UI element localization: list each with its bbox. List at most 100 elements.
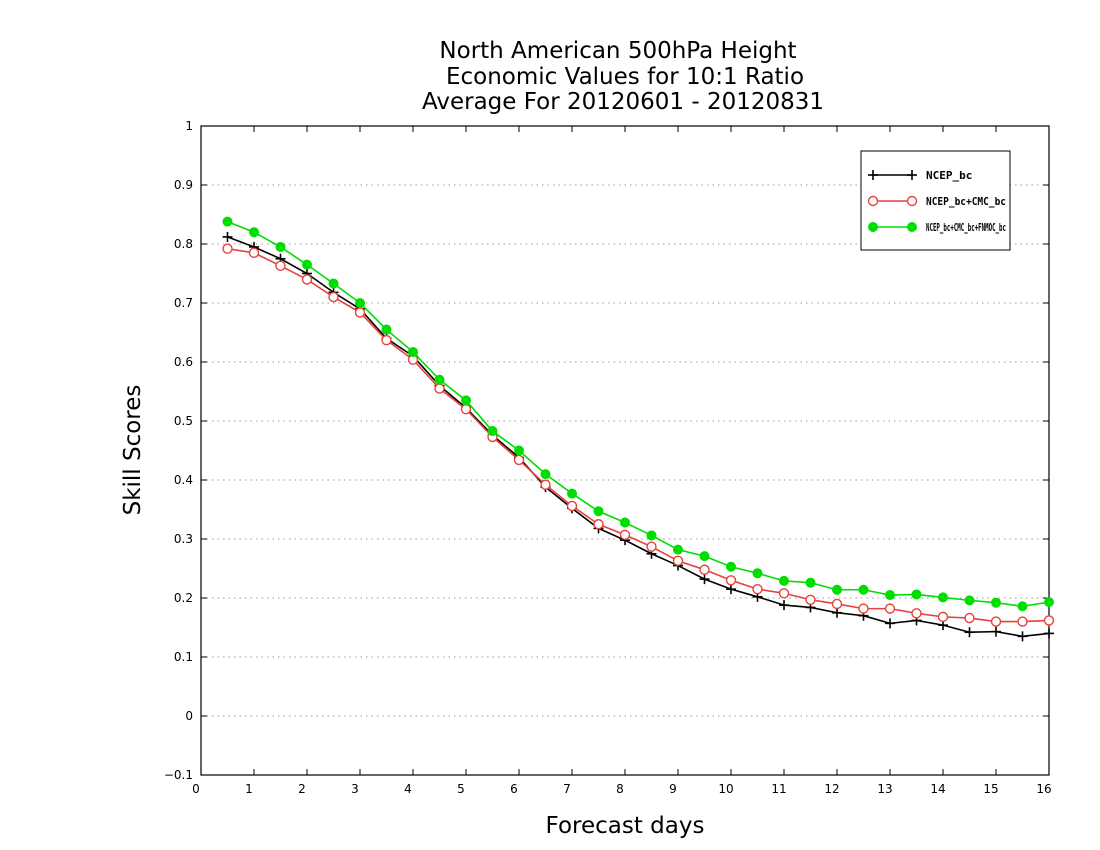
chart-title-line-1: North American 500hPa Height bbox=[439, 38, 796, 64]
data-point bbox=[381, 324, 392, 335]
y-tick-label: 0 bbox=[185, 709, 193, 723]
y-tick-label: −0.1 bbox=[164, 768, 193, 782]
data-point bbox=[567, 488, 577, 499]
data-point bbox=[408, 346, 418, 357]
data-point bbox=[540, 469, 551, 480]
data-point bbox=[752, 583, 763, 595]
data-point bbox=[964, 612, 975, 624]
data-point bbox=[646, 530, 657, 541]
data-point bbox=[460, 404, 472, 415]
legend-entry: NCEP_bc+CMC_bc+FNMOC_bc bbox=[868, 221, 1006, 234]
data-point bbox=[805, 577, 816, 588]
data-point bbox=[699, 564, 710, 575]
x-tick-label: 5 bbox=[457, 782, 465, 796]
x-tick-label: 12 bbox=[824, 782, 839, 796]
data-point bbox=[355, 298, 365, 308]
x-tick-label: 10 bbox=[718, 782, 733, 796]
x-tick-label: 7 bbox=[563, 782, 571, 796]
data-point bbox=[514, 445, 524, 456]
y-tick-label: 0.3 bbox=[174, 532, 193, 546]
data-point bbox=[222, 216, 233, 227]
data-point bbox=[434, 374, 445, 385]
data-point bbox=[1017, 601, 1028, 612]
data-point bbox=[328, 278, 339, 289]
data-point bbox=[911, 589, 922, 600]
data-point bbox=[779, 600, 789, 611]
y-tick-label: 0.5 bbox=[174, 414, 193, 428]
legend-entry: NCEP_bc+CMC_bc bbox=[867, 195, 1006, 208]
data-point bbox=[593, 519, 604, 530]
data-point bbox=[964, 627, 975, 638]
x-tick-label: 8 bbox=[616, 782, 624, 796]
legend-marker bbox=[868, 222, 878, 232]
data-point bbox=[1044, 597, 1054, 608]
data-point bbox=[831, 598, 843, 610]
series-line bbox=[227, 247, 1050, 623]
data-point bbox=[673, 544, 683, 555]
data-point bbox=[513, 454, 525, 466]
data-point bbox=[885, 618, 895, 629]
data-point bbox=[619, 529, 631, 541]
data-point bbox=[778, 588, 790, 599]
x-tick-label: 6 bbox=[510, 782, 518, 796]
legend-label: NCEP_bc+CMC_bc+FNMOC_bc bbox=[926, 221, 1006, 234]
y-tick-label: 0.8 bbox=[174, 237, 193, 251]
series-layer bbox=[222, 216, 1055, 642]
axis-ticks: −0.100.10.20.30.40.50.60.70.80.910 1 2 3 4 5 6… bbox=[164, 119, 1052, 796]
x-tick-label: 14 bbox=[930, 782, 945, 796]
legend-marker bbox=[868, 170, 878, 180]
data-point bbox=[1044, 628, 1054, 639]
data-point bbox=[699, 551, 710, 562]
data-point bbox=[487, 426, 498, 437]
data-point bbox=[832, 607, 842, 618]
y-tick-label: 0.6 bbox=[174, 355, 193, 369]
data-point bbox=[832, 584, 842, 595]
data-point bbox=[858, 603, 869, 614]
series-3 bbox=[222, 216, 1054, 612]
y-tick-label: 0.1 bbox=[174, 650, 193, 664]
legend-marker bbox=[907, 170, 917, 180]
data-point bbox=[302, 259, 312, 270]
data-point bbox=[249, 227, 259, 238]
data-point bbox=[275, 260, 286, 272]
series-line bbox=[227, 220, 1050, 608]
x-tick-label: 15 bbox=[983, 782, 998, 796]
y-tick-label: 0.7 bbox=[174, 296, 193, 310]
data-point bbox=[990, 616, 1002, 627]
y-axis-label: Skill Scores bbox=[120, 385, 146, 516]
data-point bbox=[991, 597, 1001, 608]
data-point bbox=[1043, 615, 1055, 626]
legend-label: NCEP_bc+CMC_bc bbox=[926, 195, 1006, 208]
data-point bbox=[752, 568, 763, 579]
legend-marker bbox=[906, 195, 918, 207]
y-tick-label: 0.9 bbox=[174, 178, 193, 192]
data-point bbox=[885, 590, 895, 601]
data-point bbox=[275, 241, 286, 252]
legend-marker bbox=[867, 195, 879, 207]
legend-label: NCEP_bc bbox=[926, 169, 972, 182]
data-point bbox=[620, 517, 630, 528]
series-2 bbox=[222, 243, 1055, 627]
data-point bbox=[593, 506, 604, 517]
data-point bbox=[461, 395, 471, 406]
data-point bbox=[434, 383, 445, 394]
data-point bbox=[991, 626, 1001, 637]
x-axis-label: Forecast days bbox=[546, 813, 705, 839]
data-point bbox=[726, 561, 736, 572]
y-tick-label: 0.4 bbox=[174, 473, 193, 487]
data-point bbox=[938, 592, 948, 603]
data-point bbox=[726, 584, 736, 595]
data-point bbox=[805, 594, 816, 605]
chart-title-line-2: Economic Values for 10:1 Ratio bbox=[446, 64, 804, 90]
data-point bbox=[540, 479, 551, 490]
x-tick-label: 1 bbox=[245, 782, 253, 796]
x-tick-label: 4 bbox=[404, 782, 412, 796]
legend: NCEP_bc NCEP_bc+CMC_bc NCEP_bc+CMC_bc+FNMO… bbox=[860, 150, 1011, 251]
data-point bbox=[646, 541, 657, 552]
data-point bbox=[884, 603, 896, 614]
x-tick-label: 11 bbox=[771, 782, 786, 796]
chart-title-line-3: Average For 20120601 - 20120831 bbox=[422, 89, 824, 115]
data-point bbox=[1017, 631, 1028, 642]
y-tick-label: 1 bbox=[185, 119, 193, 133]
